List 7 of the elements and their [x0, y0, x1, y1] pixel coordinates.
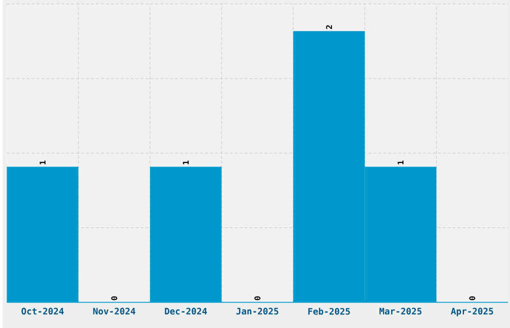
x-tick-label: Dec-2024: [164, 308, 207, 314]
x-tick-label: Jan-2025: [236, 308, 278, 314]
x-tick-label: Feb-2025: [308, 308, 350, 315]
x-tick-label: Oct-2024: [22, 308, 64, 314]
x-tick-label: Nov-2024: [93, 308, 136, 314]
x-tick-label: Apr-2025: [450, 308, 494, 316]
x-tick-label: Mar-2025: [380, 308, 422, 314]
